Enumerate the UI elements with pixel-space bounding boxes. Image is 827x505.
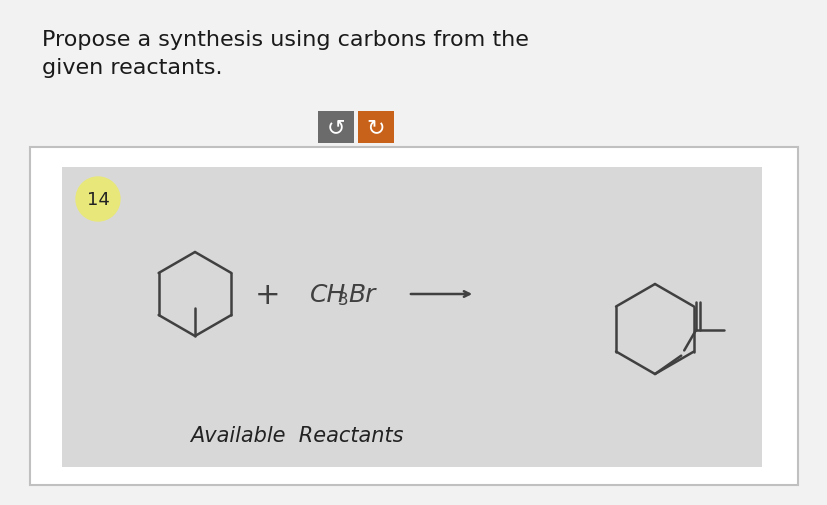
Text: ↺: ↺: [327, 118, 345, 138]
FancyBboxPatch shape: [318, 112, 354, 144]
Text: given reactants.: given reactants.: [42, 58, 222, 78]
Text: 14: 14: [87, 190, 109, 209]
Text: CH: CH: [309, 282, 346, 307]
Text: Propose a synthesis using carbons from the: Propose a synthesis using carbons from t…: [42, 30, 528, 50]
Text: Available  Reactants: Available Reactants: [189, 425, 403, 445]
Text: 3: 3: [337, 290, 348, 309]
Circle shape: [76, 178, 120, 222]
Text: +: +: [255, 280, 280, 309]
Text: Br: Br: [347, 282, 375, 307]
Text: ↻: ↻: [366, 118, 385, 138]
FancyBboxPatch shape: [357, 112, 394, 144]
FancyBboxPatch shape: [62, 168, 761, 467]
FancyBboxPatch shape: [30, 147, 797, 485]
